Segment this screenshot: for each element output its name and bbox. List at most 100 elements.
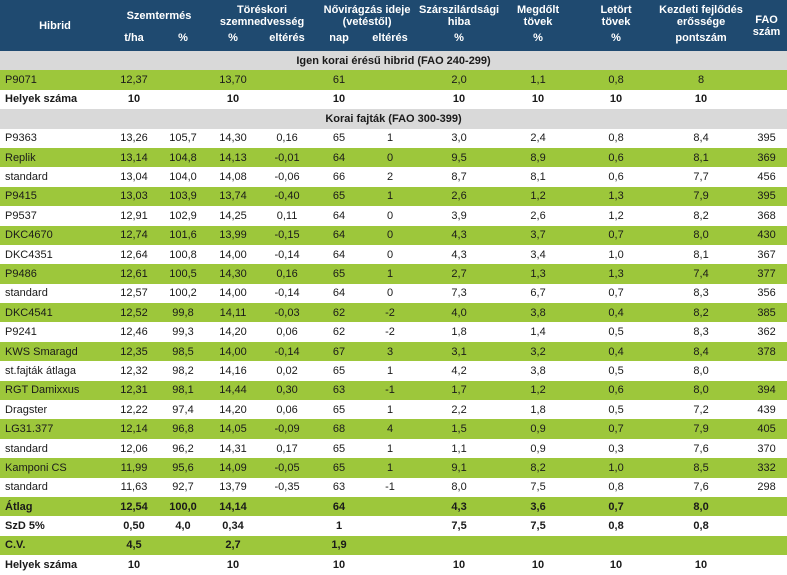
table-cell: 14,30 [208,264,259,284]
table-cell: 13,04 [120,171,148,184]
table-cell: 1,9 [316,535,363,556]
table-cell: 430 [746,225,787,245]
table-cell: 62 [316,303,363,323]
hybrid-name: KWS Smaragd [0,341,110,362]
table-cell: 4,0 [175,520,191,533]
table-cell: 3 [362,341,419,362]
table-cell [362,516,418,535]
table-cell: 12,91 [120,209,148,222]
table-cell: 65 [332,442,346,455]
table-cell: 1 [362,458,419,478]
table-cell [746,70,787,90]
table-cell: 8,1 [530,171,546,184]
table-cell [258,496,317,517]
label: tövek [601,16,631,28]
table-row: Replik 13,14 104,8 14,13 -0,01 64 0 9,5 8,9 0,6 8,… [0,147,787,168]
table-cell: 13,03 [110,186,158,207]
table-cell: -0,14 [274,248,300,261]
table-cell: 0,34 [222,520,244,533]
table-cell: 0,50 [123,520,145,533]
table-cell [158,555,208,574]
table-cell: 0,8 [608,481,624,494]
table-cell [158,90,208,109]
table-cell [362,70,419,90]
table-cell: 14,11 [208,303,259,323]
table-cell: 0,5 [608,364,624,377]
table-cell: 97,4 [172,403,194,416]
table-row: DKC4670 12,74 101,6 13,99 -0,15 64 0 4,3 3,7 0,7 8… [0,225,787,245]
table-cell: 1,0 [576,458,657,478]
table-cell: 62 [332,326,346,339]
table-cell: 4,0 [418,303,501,323]
table-cell: 14,09 [208,458,259,478]
table-cell: 0,6 [576,380,657,401]
table-cell: 14,20 [219,326,247,339]
table-cell: 8,2 [656,303,747,323]
table-cell: 0,06 [276,326,298,339]
table-cell: 63 [332,481,346,494]
table-cell: 1,1 [500,70,577,90]
hybrid-name: LG31.377 [0,419,110,439]
table-cell: 12,14 [110,419,158,439]
table-cell: 0,30 [258,380,317,401]
table-cell: 4,3 [418,225,501,245]
table-cell: 0,7 [576,225,657,245]
table-cell: 14,13 [208,147,259,168]
table-cell: 12,32 [120,364,148,377]
table-row: DKC4351 12,64 100,8 14,00 -0,14 64 0 4,3 3,4 1,0 8… [0,245,787,264]
table-cell: 98,1 [158,380,209,401]
table-cell: 14,25 [219,209,247,222]
table-cell: 456 [757,171,776,184]
table-cell: 0,4 [576,341,657,362]
table-cell: 7,6 [693,481,709,494]
table-cell: 10 [452,93,466,106]
table-cell [362,496,419,517]
table-cell: 7,3 [451,287,467,300]
table-cell: 99,8 [158,303,209,323]
table-cell: 12,37 [110,70,158,90]
table-cell: 0 [386,209,394,222]
hybrid-name: Helyek száma [5,93,78,106]
table-cell: 8,0 [693,364,709,377]
table-cell: 3,9 [451,209,467,222]
table-cell: 98,2 [172,364,194,377]
table-cell: 0 [362,225,419,245]
label: tövek [523,16,553,28]
table-cell: 13,26 [120,132,148,145]
table-cell: 13,14 [110,147,158,168]
table-cell: 98,5 [158,341,209,362]
table-cell: 439 [757,403,776,416]
table-cell: 1,8 [530,403,546,416]
table-cell: 1 [386,132,394,145]
hybrid-name: Replik [0,147,110,168]
hybrid-name: P9486 [0,264,110,284]
table-cell: 0,5 [608,403,624,416]
unit: nap [316,32,363,51]
table-cell [158,70,209,90]
table-cell [576,535,657,556]
table-cell [258,555,316,574]
table-cell: -0,05 [258,458,317,478]
table-row: LG31.377 12,14 96,8 14,05 -0,09 68 4 1,5 0,9 0,7 7… [0,419,787,439]
label: szám [752,25,781,38]
table-cell: -2 [385,326,395,339]
hybrid-name: P9537 [5,209,37,222]
unit: pontszám [656,32,747,51]
col-szemtermes: Szemtermés [110,0,209,32]
table-cell [746,90,787,109]
table-cell: -0,14 [274,287,300,300]
table-cell [418,535,501,556]
table-cell: 7,9 [656,186,747,207]
hybrid-name: P9071 [0,70,110,90]
table-cell: 2,4 [530,132,546,145]
table-cell: 8,4 [656,341,747,362]
table-row: P9241 12,46 99,3 14,20 0,06 62 -2 1,8 1,4 0,5 8,3 3… [0,322,787,341]
table-cell: 7,6 [693,442,709,455]
table-cell [258,535,317,556]
table-row: Dragster 12,22 97,4 14,20 0,06 65 1 2,2 1,8 0,5 7,… [0,400,787,419]
table-cell: 10 [694,93,708,106]
table-cell: 102,9 [169,209,197,222]
table-row: P9363 13,26 105,7 14,30 0,16 65 1 3,0 2,4 0,8 8,4 3… [0,129,787,148]
table-cell [746,361,787,380]
col-megdolt: Megdőlt tövek [500,0,577,32]
